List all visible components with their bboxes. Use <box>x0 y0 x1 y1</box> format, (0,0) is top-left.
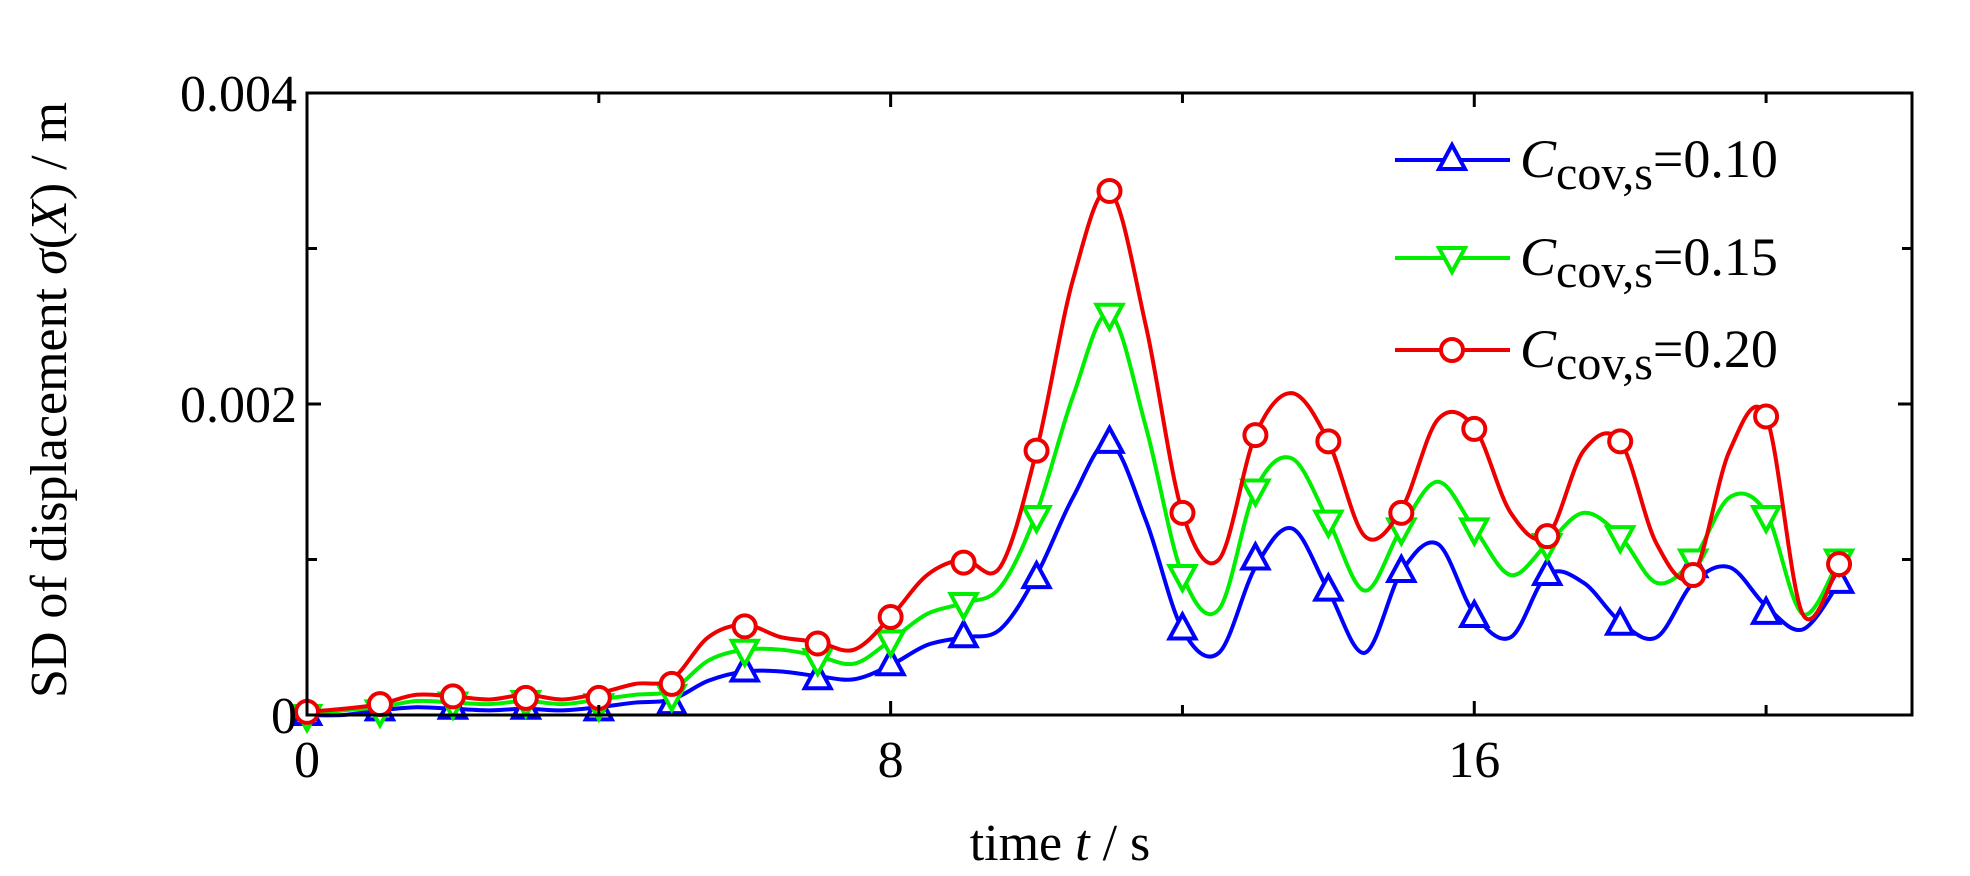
legend-sub-2: cov,s <box>1556 337 1653 390</box>
series-1-point-10 <box>1020 504 1053 536</box>
series-1-point-14 <box>1312 509 1345 540</box>
legend-value-2: =0.20 <box>1653 319 1778 379</box>
legend-marker-2 <box>1439 337 1465 363</box>
legend-value-1: =0.15 <box>1653 227 1778 287</box>
series-1-point-18 <box>1603 525 1637 556</box>
y-axis-title-open: ( <box>21 232 78 249</box>
series-1-point-13 <box>1239 478 1272 509</box>
y-axis-title: SD of displacement σ(X) / m <box>21 102 78 698</box>
legend: Ccov,s=0.10 Ccov,s=0.15 Ccov,s=0.20 <box>1395 129 1778 390</box>
y-tick-label-0: 0 <box>271 688 297 745</box>
series-1-point-8 <box>874 629 907 660</box>
series-1-point-9 <box>947 592 980 623</box>
legend-sub-0: cov,s <box>1556 147 1653 200</box>
y-axis-title-var2: X <box>21 198 78 234</box>
series-2-point-7 <box>804 630 831 657</box>
x-tick-label-2: 16 <box>1448 732 1500 789</box>
series-2-point-3 <box>512 684 539 711</box>
series-0-point-11 <box>1093 423 1126 454</box>
series-2-point-17 <box>1534 523 1561 550</box>
x-tick-label-1: 8 <box>878 732 904 789</box>
series-0-point-13 <box>1239 540 1272 571</box>
series-2-point-12 <box>1169 499 1196 526</box>
legend-var-1: C <box>1520 227 1557 287</box>
x-axis-title-prefix: time <box>970 815 1075 872</box>
y-axis-title-var1: σ <box>21 247 78 275</box>
series-0-point-12 <box>1166 610 1199 641</box>
series-0-point-10 <box>1020 558 1053 590</box>
legend-var-0: C <box>1520 129 1557 189</box>
y-tick-label-2: 0.004 <box>180 66 297 123</box>
series-2-point-15 <box>1388 499 1415 526</box>
legend-item-1: Ccov,s=0.15 <box>1395 227 1778 298</box>
series-1-point-6 <box>728 638 762 669</box>
legend-marker-1 <box>1435 246 1469 277</box>
legend-sub-1: cov,s <box>1556 245 1653 298</box>
y-tick-label-1: 0.002 <box>180 377 297 434</box>
series-0-point-14 <box>1312 571 1345 602</box>
series-line-0 <box>306 440 1841 718</box>
x-axis-title-var: t <box>1075 815 1091 872</box>
series-1-point-20 <box>1749 504 1783 536</box>
x-axis-title-suffix: / s <box>1090 815 1151 872</box>
series-2-point-8 <box>877 604 904 631</box>
legend-item-0: Ccov,s=0.10 <box>1395 129 1778 200</box>
series-0-point-16 <box>1457 597 1491 629</box>
x-axis-title: time t / s <box>970 815 1151 872</box>
legend-value-0: =0.10 <box>1653 129 1778 189</box>
series-0-point-20 <box>1749 594 1783 625</box>
series-0-point-9 <box>947 618 980 649</box>
ticks-layer: 0 8 16 0 0.002 0.004 <box>180 66 1912 789</box>
series-1-point-11 <box>1093 302 1126 334</box>
series-2-point-16 <box>1461 415 1488 442</box>
series-2-point-2 <box>439 683 466 710</box>
series-layer <box>290 177 1856 735</box>
series-2-point-9 <box>950 549 977 576</box>
series-1-point-12 <box>1166 564 1199 595</box>
series-2-point-1 <box>366 691 393 718</box>
series-2-point-21 <box>1826 551 1853 578</box>
legend-label-2: Ccov,s=0.20 <box>1520 319 1778 390</box>
series-0-point-15 <box>1384 552 1418 583</box>
y-axis-title-prefix: SD of displacement <box>21 275 78 698</box>
y-axis-title-close: ) / m <box>21 102 78 200</box>
series-2-point-18 <box>1607 428 1634 455</box>
series-0-point-17 <box>1530 555 1564 587</box>
legend-label-1: Ccov,s=0.15 <box>1520 227 1778 298</box>
legend-var-2: C <box>1520 319 1557 379</box>
series-0-point-18 <box>1603 605 1637 636</box>
x-tick-label-0: 0 <box>294 732 320 789</box>
series-2-point-11 <box>1096 177 1123 204</box>
series-2-point-13 <box>1242 422 1269 449</box>
series-2-point-14 <box>1315 428 1342 455</box>
series-2-point-19 <box>1680 562 1707 589</box>
series-0-point-8 <box>874 646 907 677</box>
series-2-point-5 <box>658 670 685 697</box>
series-2-point-20 <box>1753 403 1780 430</box>
legend-item-2: Ccov,s=0.20 <box>1395 319 1778 390</box>
series-1-point-16 <box>1457 517 1491 548</box>
legend-label-0: Ccov,s=0.10 <box>1520 129 1778 200</box>
series-2-point-6 <box>731 613 758 640</box>
legend-marker-0 <box>1435 140 1469 171</box>
series-2-point-10 <box>1023 437 1050 464</box>
